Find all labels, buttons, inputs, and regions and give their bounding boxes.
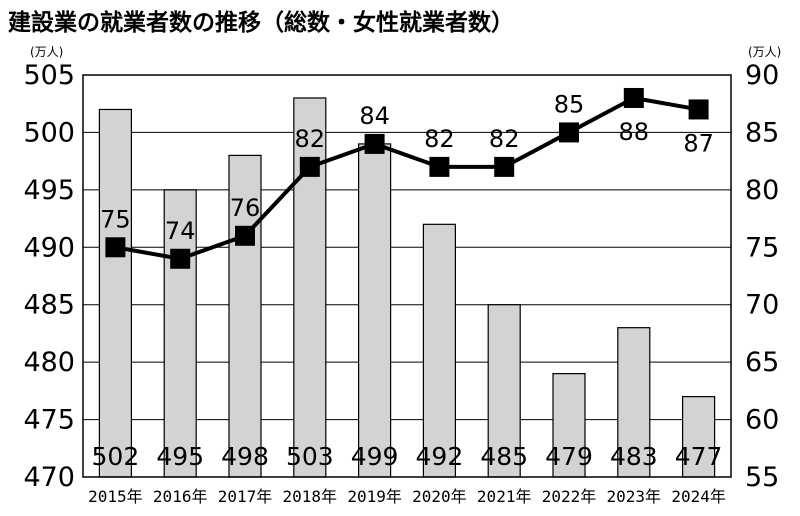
line-marker bbox=[688, 99, 709, 120]
left-tick-label: 470 bbox=[23, 462, 75, 493]
left-tick-label: 485 bbox=[23, 290, 75, 321]
bars bbox=[98, 97, 716, 478]
line-value-label: 85 bbox=[554, 90, 585, 118]
left-tick-label: 505 bbox=[23, 60, 75, 91]
left-tick-label: 480 bbox=[23, 347, 75, 378]
line-marker bbox=[364, 133, 385, 154]
x-tick-label: 2016年 bbox=[153, 487, 208, 506]
x-tick-label: 2018年 bbox=[283, 487, 338, 506]
line-marker bbox=[494, 156, 515, 177]
x-tick-label: 2021年 bbox=[477, 487, 532, 506]
line-marker bbox=[105, 237, 126, 258]
right-tick-label: 80 bbox=[745, 175, 779, 206]
right-tick-label: 90 bbox=[745, 60, 779, 91]
left-tick-label: 490 bbox=[23, 232, 75, 263]
right-tick-label: 70 bbox=[745, 290, 779, 321]
right-axis-unit: (万人) bbox=[748, 45, 781, 59]
x-tick-label: 2015年 bbox=[88, 487, 143, 506]
bar bbox=[422, 223, 456, 478]
left-axis-unit: (万人) bbox=[30, 45, 63, 59]
x-tick-label: 2024年 bbox=[671, 487, 726, 506]
right-tick-label: 55 bbox=[745, 462, 779, 493]
line-marker bbox=[429, 156, 450, 177]
x-tick-label: 2022年 bbox=[542, 487, 597, 506]
chart-title: 建設業の就業者数の推移（総数・女性就業者数） bbox=[8, 9, 514, 36]
x-tick-label: 2017年 bbox=[218, 487, 273, 506]
line-value-label: 74 bbox=[165, 217, 196, 245]
line-value-label: 82 bbox=[295, 125, 326, 153]
line-value-label: 76 bbox=[230, 194, 261, 222]
plot-frame bbox=[82, 74, 732, 478]
bar-value-label: 483 bbox=[610, 442, 658, 471]
bar-value-label: 485 bbox=[480, 442, 528, 471]
line-value-label: 88 bbox=[619, 118, 650, 146]
line-series bbox=[105, 87, 709, 269]
bar bbox=[228, 154, 262, 478]
bar bbox=[98, 108, 133, 478]
line-value-label: 82 bbox=[424, 125, 455, 153]
bar-value-label: 502 bbox=[92, 442, 140, 471]
left-tick-label: 475 bbox=[23, 405, 75, 436]
bar-value-label: 495 bbox=[156, 442, 204, 471]
left-axis: 470 475 480 485 490 495 500 505 bbox=[23, 60, 75, 493]
bar bbox=[293, 97, 327, 478]
line-value-label: 82 bbox=[489, 125, 520, 153]
right-tick-label: 85 bbox=[745, 117, 779, 148]
left-tick-label: 500 bbox=[23, 117, 75, 148]
right-tick-label: 75 bbox=[745, 232, 779, 263]
x-axis: 2015年 2016年 2017年 2018年 2019年 2020年 2021年 2022年… bbox=[88, 487, 726, 506]
line-value-label: 87 bbox=[683, 129, 714, 157]
right-tick-label: 65 bbox=[745, 347, 779, 378]
bar bbox=[487, 304, 521, 478]
bar-value-label: 477 bbox=[675, 442, 723, 471]
x-tick-label: 2019年 bbox=[347, 487, 402, 506]
line-value-label: 84 bbox=[359, 102, 390, 130]
right-axis: 55 60 65 70 75 80 85 90 bbox=[745, 60, 779, 493]
bar-value-label: 492 bbox=[416, 442, 464, 471]
x-tick-label: 2023年 bbox=[607, 487, 662, 506]
line-marker bbox=[170, 248, 191, 269]
bar bbox=[552, 373, 586, 478]
line-marker bbox=[559, 122, 579, 143]
line-marker bbox=[299, 156, 320, 177]
left-tick-label: 495 bbox=[23, 175, 75, 206]
line-value-label: 75 bbox=[100, 205, 131, 233]
line-marker bbox=[235, 225, 255, 246]
bar bbox=[681, 396, 716, 478]
bar-value-labels: 502 495 498 503 499 492 485 479 483 477 bbox=[92, 442, 723, 471]
bar bbox=[358, 143, 392, 478]
line-value-labels: 75 74 76 82 84 82 82 85 88 87 bbox=[100, 90, 714, 244]
x-tick-label: 2020年 bbox=[412, 487, 467, 506]
bar-value-label: 479 bbox=[545, 442, 593, 471]
bar-value-label: 503 bbox=[286, 442, 334, 471]
line-marker bbox=[623, 87, 644, 108]
right-tick-label: 60 bbox=[745, 405, 779, 436]
bar-value-label: 498 bbox=[221, 442, 269, 471]
bar-value-label: 499 bbox=[351, 442, 399, 471]
line-path bbox=[115, 95, 699, 261]
bar bbox=[163, 189, 197, 478]
